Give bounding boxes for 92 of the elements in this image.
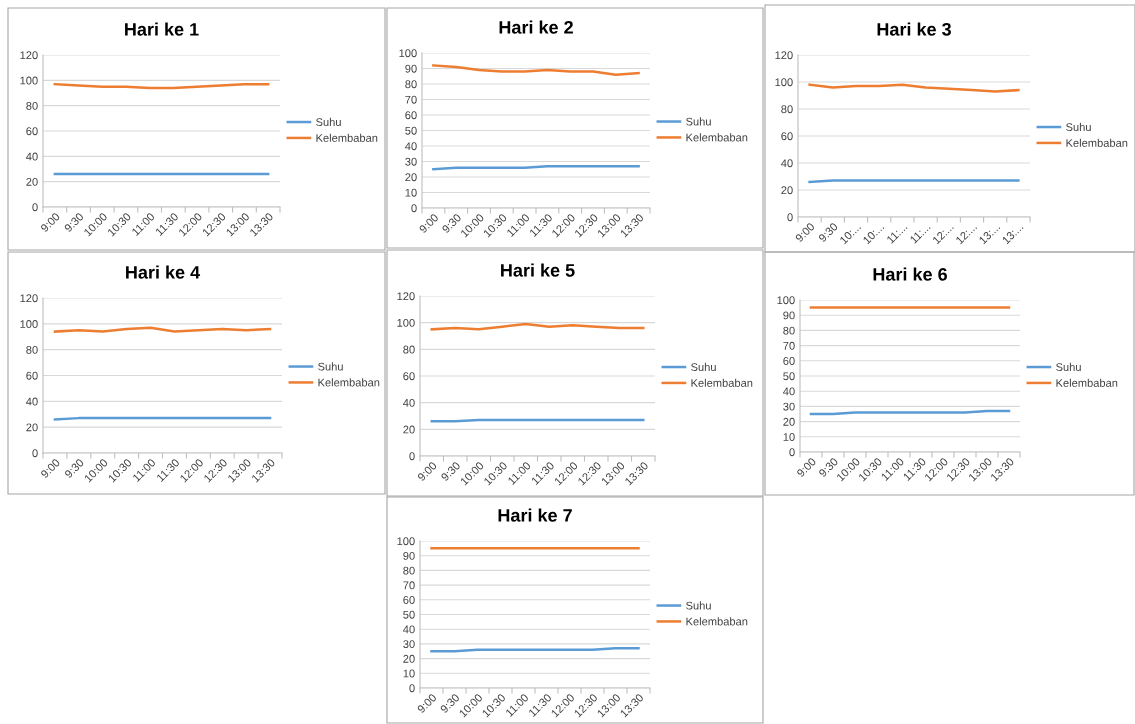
x-tick-label: 12:... [932,222,954,245]
y-tick-label: 10 [403,669,415,678]
y-tick-label: 0 [789,448,795,457]
y-tick-label: 20 [26,177,38,186]
y-tick-label: 50 [783,372,795,381]
y-tick-label: 100 [397,537,415,546]
y-tick-label: 40 [403,398,415,407]
chart-title: Hari ke 3 [877,22,951,36]
y-tick-label: 80 [403,345,415,354]
y-tick-label: 70 [783,341,795,350]
y-tick-label: 60 [403,372,415,381]
x-tick-label: 11:... [886,222,908,244]
legend-label: Kelembaban [318,378,380,387]
y-tick-label: 120 [397,292,415,301]
y-tick-label: 80 [26,345,38,354]
y-tick-label: 30 [403,640,415,649]
y-tick-label: 0 [787,213,793,222]
y-tick-label: 120 [20,294,38,303]
y-tick-label: 80 [403,566,415,575]
y-tick-label: 20 [781,186,793,195]
y-tick-label: 40 [405,142,417,151]
y-tick-label: 0 [409,452,415,461]
line-series [432,64,640,76]
legend-label: Suhu [686,601,711,610]
y-tick-label: 100 [775,78,793,87]
y-tick-label: 60 [783,357,795,365]
chart-title: Hari ke 6 [873,267,947,281]
y-tick-label: 60 [26,127,38,136]
y-tick-label: 100 [397,318,415,327]
legend-label: Suhu [686,117,711,126]
y-tick-label: 50 [405,126,417,135]
y-tick-label: 80 [783,326,795,335]
y-tick-label: 100 [20,76,38,85]
y-tick-label: 0 [409,684,415,693]
legend-label: Suhu [1066,122,1091,132]
y-tick-label: 100 [399,49,417,58]
y-tick-label: 20 [403,425,415,434]
chart-title: Hari ke 4 [126,265,201,279]
chart-title: Hari ke 2 [499,20,573,34]
legend-label: Kelembaban [1066,138,1128,147]
x-tick-label: 10:... [839,222,862,245]
y-tick-label: 40 [26,397,38,406]
y-tick-label: 40 [403,625,415,634]
y-tick-label: 0 [32,449,38,458]
y-tick-label: 120 [20,51,38,60]
y-tick-label: 60 [403,596,415,604]
y-tick-label: 10 [405,188,417,197]
y-tick-label: 20 [403,654,415,663]
y-tick-label: 20 [783,417,795,426]
x-tick-label: 11:... [909,222,931,244]
y-tick-label: 0 [411,204,417,213]
y-tick-label: 100 [20,320,38,328]
y-tick-label: 120 [775,51,793,60]
y-tick-label: 90 [405,64,417,73]
chart-title: Hari ke 7 [498,508,572,522]
chart-title: Hari ke 5 [501,263,575,277]
legend-label: Kelembaban [686,617,748,626]
y-tick-label: 10 [783,433,795,441]
chart-title: Hari ke 1 [125,22,199,36]
legend-label: Kelembaban [316,133,378,142]
y-tick-label: 20 [26,423,38,432]
y-tick-label: 90 [783,311,795,320]
legend-label: Suhu [318,362,343,371]
legend-label: Suhu [691,362,716,372]
y-tick-label: 60 [26,371,38,380]
y-tick-label: 20 [405,173,417,182]
x-tick-label: 10:... [862,222,885,245]
y-tick-label: 80 [405,80,417,89]
x-tick-label: 13:... [1001,222,1024,245]
y-tick-label: 60 [781,132,793,141]
y-tick-label: 60 [405,111,417,120]
legend-label: Kelembaban [691,378,753,387]
y-tick-label: 90 [403,551,415,560]
y-tick-label: 0 [32,203,38,212]
y-tick-label: 50 [403,610,415,619]
y-tick-label: 70 [405,95,417,104]
line-series [808,83,1020,93]
legend-label: Suhu [1056,362,1081,372]
legend-label: Kelembaban [686,133,748,142]
y-tick-label: 40 [783,387,795,396]
y-tick-label: 30 [405,157,417,166]
y-tick-label: 30 [783,402,795,411]
y-tick-label: 40 [781,159,793,168]
legend-label: Suhu [316,117,341,127]
y-tick-label: 40 [26,152,38,161]
x-tick-label: 12:... [955,222,977,245]
y-tick-label: 70 [403,581,415,590]
x-tick-label: 13:... [978,222,1001,245]
y-tick-label: 80 [26,101,38,110]
legend-label: Kelembaban [1056,378,1118,387]
y-tick-label: 80 [781,105,793,114]
y-tick-label: 100 [777,296,795,305]
